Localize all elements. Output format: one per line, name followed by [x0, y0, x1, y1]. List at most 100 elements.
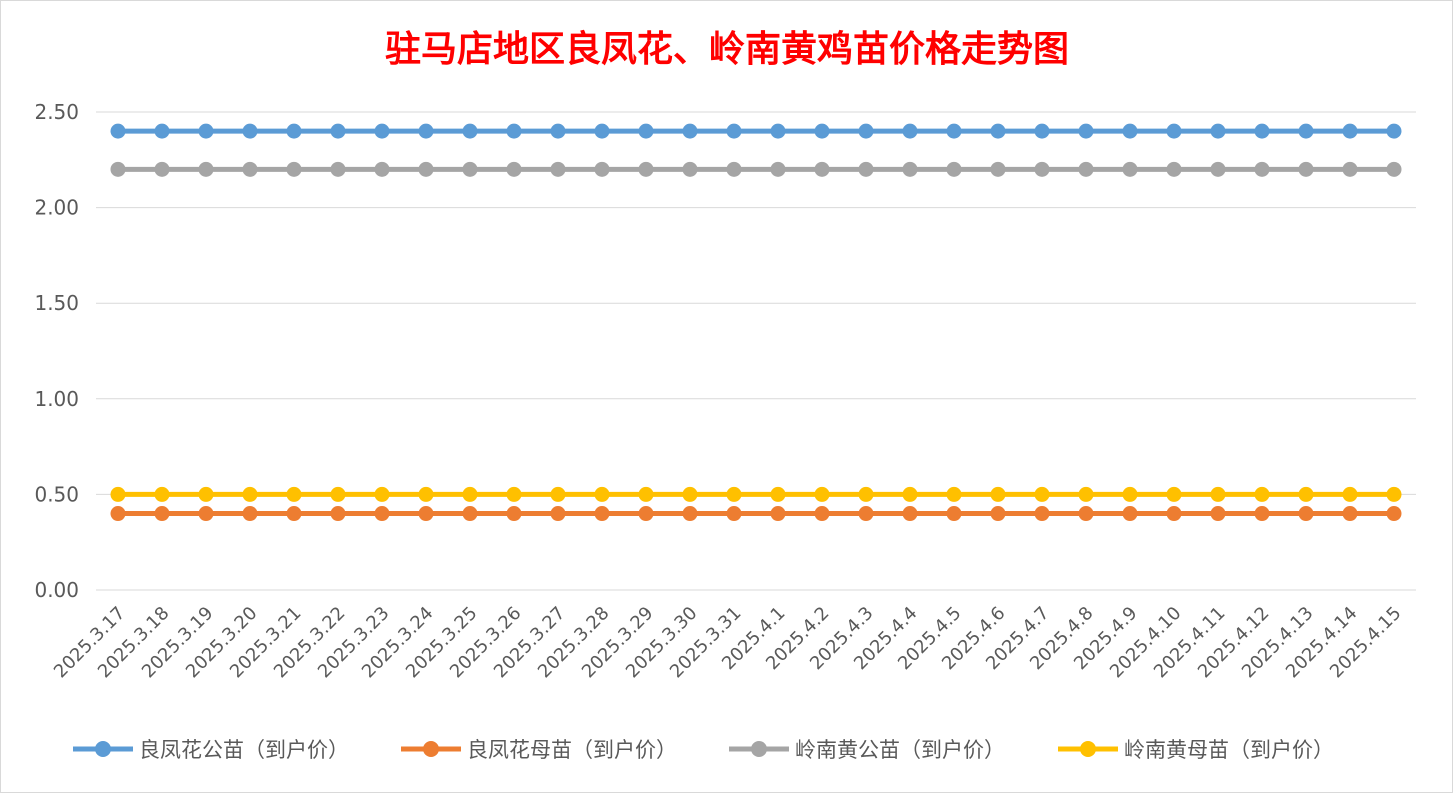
- data-point: [286, 506, 302, 522]
- y-tick-label: 1.00: [34, 387, 79, 411]
- data-point: [1254, 161, 1270, 177]
- data-point: [594, 123, 610, 139]
- data-point: [1034, 161, 1050, 177]
- data-point: [1078, 506, 1094, 522]
- data-point: [110, 161, 126, 177]
- data-point: [990, 506, 1006, 522]
- data-point: [1034, 123, 1050, 139]
- data-point: [198, 486, 214, 502]
- legend-marker: [423, 741, 439, 757]
- data-point: [506, 161, 522, 177]
- data-point: [1078, 161, 1094, 177]
- data-point: [330, 123, 346, 139]
- data-point: [286, 161, 302, 177]
- data-point: [1210, 123, 1226, 139]
- data-point: [1298, 506, 1314, 522]
- x-axis: 2025.3.172025.3.182025.3.192025.3.202025…: [50, 603, 1406, 683]
- data-point: [1386, 486, 1402, 502]
- data-point: [1254, 123, 1270, 139]
- data-point: [550, 161, 566, 177]
- data-point: [1386, 161, 1402, 177]
- legend-label: 岭南黄公苗（到户价）: [795, 738, 1005, 762]
- chart-title: 驻马店地区良凤花、岭南黄鸡苗价格走势图: [385, 28, 1069, 70]
- data-point: [770, 486, 786, 502]
- data-point: [418, 506, 434, 522]
- data-point: [682, 161, 698, 177]
- legend-label: 岭南黄母苗（到户价）: [1124, 738, 1334, 762]
- data-point: [330, 161, 346, 177]
- data-point: [330, 486, 346, 502]
- data-point: [374, 506, 390, 522]
- y-tick-label: 2.50: [34, 100, 79, 124]
- data-point: [374, 486, 390, 502]
- data-point: [1254, 486, 1270, 502]
- data-point: [726, 123, 742, 139]
- data-point: [858, 506, 874, 522]
- data-point: [462, 486, 478, 502]
- legend-label: 良凤花公苗（到户价）: [139, 738, 349, 762]
- data-point: [1122, 486, 1138, 502]
- data-point: [154, 486, 170, 502]
- data-point: [198, 506, 214, 522]
- data-point: [462, 123, 478, 139]
- data-point: [242, 486, 258, 502]
- data-point: [506, 123, 522, 139]
- data-point: [154, 506, 170, 522]
- data-point: [946, 506, 962, 522]
- data-point: [374, 161, 390, 177]
- data-point: [1166, 123, 1182, 139]
- data-point: [110, 506, 126, 522]
- data-point: [418, 161, 434, 177]
- y-axis: 0.00 0.50 1.00 1.50 2.00 2.50: [34, 100, 79, 602]
- data-point: [286, 123, 302, 139]
- data-point: [990, 486, 1006, 502]
- data-point: [110, 486, 126, 502]
- data-point: [1078, 123, 1094, 139]
- data-point: [638, 486, 654, 502]
- data-point: [946, 123, 962, 139]
- data-point: [506, 506, 522, 522]
- data-point: [814, 161, 830, 177]
- data-point: [902, 486, 918, 502]
- legend-marker: [95, 741, 111, 757]
- data-point: [946, 161, 962, 177]
- data-point: [902, 123, 918, 139]
- data-point: [858, 123, 874, 139]
- data-point: [1166, 161, 1182, 177]
- data-point: [242, 123, 258, 139]
- data-point: [770, 161, 786, 177]
- data-point: [1122, 161, 1138, 177]
- data-point: [902, 506, 918, 522]
- data-point: [1386, 123, 1402, 139]
- data-point: [770, 123, 786, 139]
- data-point: [1034, 486, 1050, 502]
- data-point: [594, 506, 610, 522]
- data-point: [1210, 486, 1226, 502]
- data-point: [1342, 161, 1358, 177]
- data-point: [1166, 506, 1182, 522]
- data-point: [374, 123, 390, 139]
- series-group: [110, 123, 1402, 522]
- data-point: [198, 161, 214, 177]
- data-point: [1298, 161, 1314, 177]
- legend-item: 岭南黄母苗（到户价）: [1058, 738, 1334, 762]
- data-point: [1298, 123, 1314, 139]
- data-point: [594, 161, 610, 177]
- data-point: [1342, 123, 1358, 139]
- data-point: [154, 161, 170, 177]
- data-point: [550, 123, 566, 139]
- data-point: [946, 486, 962, 502]
- data-point: [682, 486, 698, 502]
- y-tick-label: 0.00: [34, 578, 79, 602]
- legend-marker: [751, 741, 767, 757]
- legend-marker: [1080, 741, 1096, 757]
- data-point: [1122, 506, 1138, 522]
- data-point: [550, 486, 566, 502]
- data-point: [814, 506, 830, 522]
- data-point: [418, 486, 434, 502]
- data-point: [462, 161, 478, 177]
- data-point: [594, 486, 610, 502]
- data-point: [242, 506, 258, 522]
